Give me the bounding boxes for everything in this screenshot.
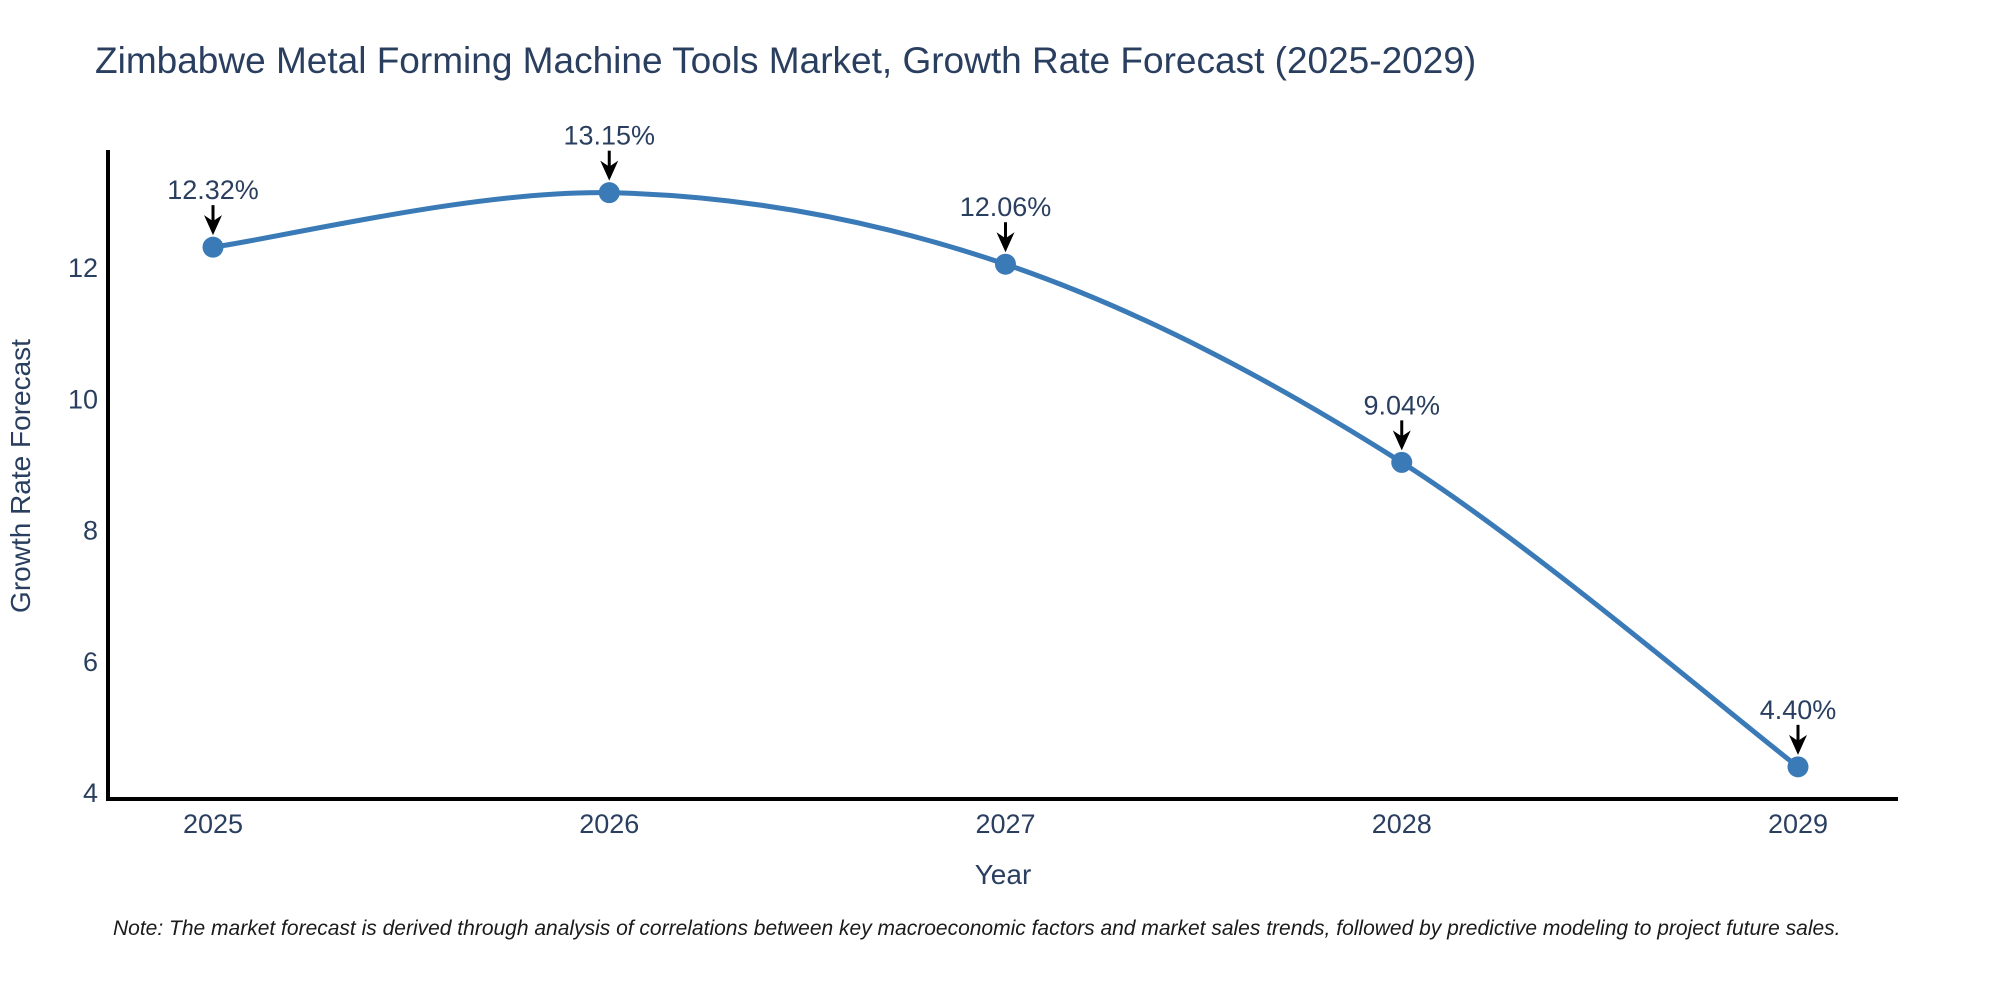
chart-note: Note: The market forecast is derived thr… [113, 917, 1841, 940]
annotation-label: 12.06% [960, 192, 1052, 222]
x-tick-label: 2026 [579, 809, 639, 839]
x-tick-label: 2025 [183, 809, 243, 839]
y-tick-label: 6 [83, 647, 98, 677]
y-tick-label: 8 [83, 516, 98, 546]
annotation-arrowhead [1392, 430, 1411, 451]
y-tick-label: 4 [83, 778, 98, 808]
data-point-marker [1391, 451, 1413, 473]
data-point-marker [1787, 756, 1809, 778]
annotation-label: 9.04% [1363, 390, 1440, 420]
annotation-label: 12.32% [167, 175, 259, 205]
annotation-label: 13.15% [563, 121, 655, 151]
x-tick-label: 2027 [975, 809, 1035, 839]
y-tick-label: 10 [68, 384, 98, 414]
data-point-marker [598, 182, 620, 204]
data-point-marker [202, 236, 224, 258]
x-tick-label: 2029 [1768, 809, 1828, 839]
x-tick-label: 2028 [1372, 809, 1432, 839]
annotation-arrowhead [204, 215, 222, 236]
data-point-marker [995, 253, 1016, 275]
y-axis-title: Growth Rate Forecast [5, 339, 36, 613]
annotation-arrowhead [600, 160, 619, 181]
chart-title: Zimbabwe Metal Forming Machine Tools Mar… [95, 40, 1477, 81]
y-tick-label: 12 [68, 253, 98, 283]
x-axis-title: Year [975, 859, 1032, 890]
annotation-arrowhead [996, 232, 1015, 253]
annotation-arrowhead [1789, 734, 1807, 755]
annotation-label: 4.40% [1760, 695, 1837, 725]
line-series [210, 190, 1801, 770]
